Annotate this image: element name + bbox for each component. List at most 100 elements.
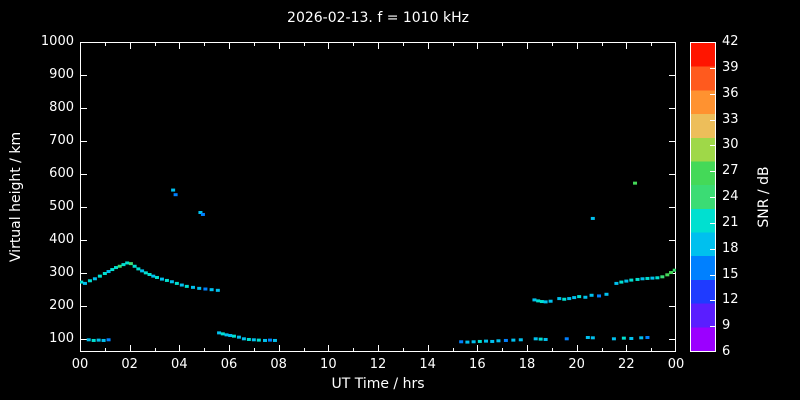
colorbar-tick-label: 15 (722, 266, 739, 282)
colorbar-tick-label: 33 (722, 111, 739, 127)
data-point (151, 274, 156, 278)
data-point (169, 280, 174, 284)
data-point (154, 275, 159, 279)
data-point (136, 267, 141, 271)
colorbar-tick-mark (710, 171, 715, 173)
data-point (533, 337, 538, 341)
data-point (557, 297, 562, 301)
data-point (604, 292, 609, 296)
colorbar-tick-label: 39 (722, 59, 739, 75)
data-point (143, 271, 148, 275)
data-point (267, 338, 272, 342)
data-point (241, 337, 246, 341)
data-point (203, 287, 208, 291)
data-point (619, 280, 624, 284)
y-tick-label: 500 (49, 198, 74, 214)
data-point (132, 264, 137, 268)
data-point (669, 271, 674, 275)
data-point (128, 262, 133, 266)
data-point (140, 269, 145, 273)
y-tick-label: 800 (49, 99, 74, 115)
data-point (246, 337, 251, 341)
colorbar-tick-label: 18 (722, 240, 739, 256)
colorbar (690, 42, 716, 352)
data-point (532, 298, 537, 302)
data-point (538, 337, 543, 341)
data-point (477, 339, 482, 343)
scatter-layer (80, 42, 676, 352)
data-point (585, 335, 590, 339)
data-point (567, 297, 572, 301)
y-tick-label: 600 (49, 165, 74, 181)
colorbar-tick-label: 12 (722, 292, 739, 308)
data-point (645, 335, 650, 339)
data-point (639, 336, 644, 340)
data-point (174, 281, 179, 285)
colorbar-label: SNR / dB (756, 166, 772, 228)
y-tick-label: 300 (49, 264, 74, 280)
data-point (121, 263, 126, 267)
x-tick-labels: 00 02 04 06 08 10 12 14 16 18 20 22 00 (72, 357, 685, 373)
data-point (635, 277, 640, 281)
x-tick-label: 14 (419, 357, 436, 372)
data-point (159, 277, 164, 281)
data-point (87, 279, 92, 283)
colorbar-tick-label: 6 (722, 344, 731, 359)
x-tick-label: 20 (568, 357, 585, 372)
x-tick-label: 22 (618, 357, 635, 372)
data-point (236, 335, 241, 339)
colorbar-tick-mark (710, 197, 715, 198)
plot-title: 2026-02-13. f = 1010 kHz (287, 10, 469, 26)
data-point (548, 299, 553, 303)
data-point (518, 338, 523, 342)
colorbar-tick-labels: 6 9 12 15 18 21 24 27 30 33 36 39 42 (722, 34, 758, 359)
x-tick-label: 02 (121, 357, 138, 372)
data-point (459, 340, 464, 344)
data-point (562, 297, 567, 301)
colorbar-tick-label: 42 (722, 34, 739, 49)
data-point (655, 276, 660, 280)
data-point (114, 266, 119, 270)
colorbar-tick-label: 27 (722, 163, 739, 179)
plot-area (80, 42, 676, 352)
colorbar-tick-mark (710, 248, 715, 250)
y-tick-label: 1000 (40, 34, 74, 49)
data-point (484, 339, 489, 343)
data-point (106, 338, 111, 342)
colorbar-tick-label: 36 (722, 85, 739, 101)
data-point (539, 300, 544, 304)
data-point (645, 276, 650, 280)
data-point (251, 338, 256, 342)
data-point (82, 281, 87, 285)
data-point (217, 331, 222, 335)
data-point (231, 334, 236, 338)
data-point (164, 278, 169, 282)
data-point (97, 274, 102, 278)
data-point (543, 300, 548, 304)
data-point (197, 286, 202, 290)
data-point (629, 278, 634, 282)
data-point (590, 336, 595, 340)
data-point (110, 268, 115, 272)
data-point (577, 295, 582, 299)
colorbar-tick-mark (710, 326, 715, 328)
data-point (589, 293, 594, 297)
data-point (536, 299, 541, 303)
colorbar-tick-mark (710, 67, 715, 69)
data-point (496, 339, 501, 343)
data-point (263, 338, 268, 342)
y-tick-label: 700 (49, 132, 74, 148)
colorbar-tick-mark (710, 93, 715, 95)
data-point (665, 273, 670, 277)
data-point (503, 338, 508, 342)
data-point (200, 212, 205, 216)
colorbar-tick-label: 24 (722, 189, 739, 204)
data-point (184, 284, 189, 288)
data-point (224, 333, 229, 337)
data-point (490, 339, 495, 343)
y-tick-label: 200 (49, 297, 74, 313)
data-point (171, 188, 176, 192)
data-point (624, 279, 629, 283)
colorbar-tick-label: 9 (722, 318, 731, 334)
data-point (597, 294, 602, 298)
